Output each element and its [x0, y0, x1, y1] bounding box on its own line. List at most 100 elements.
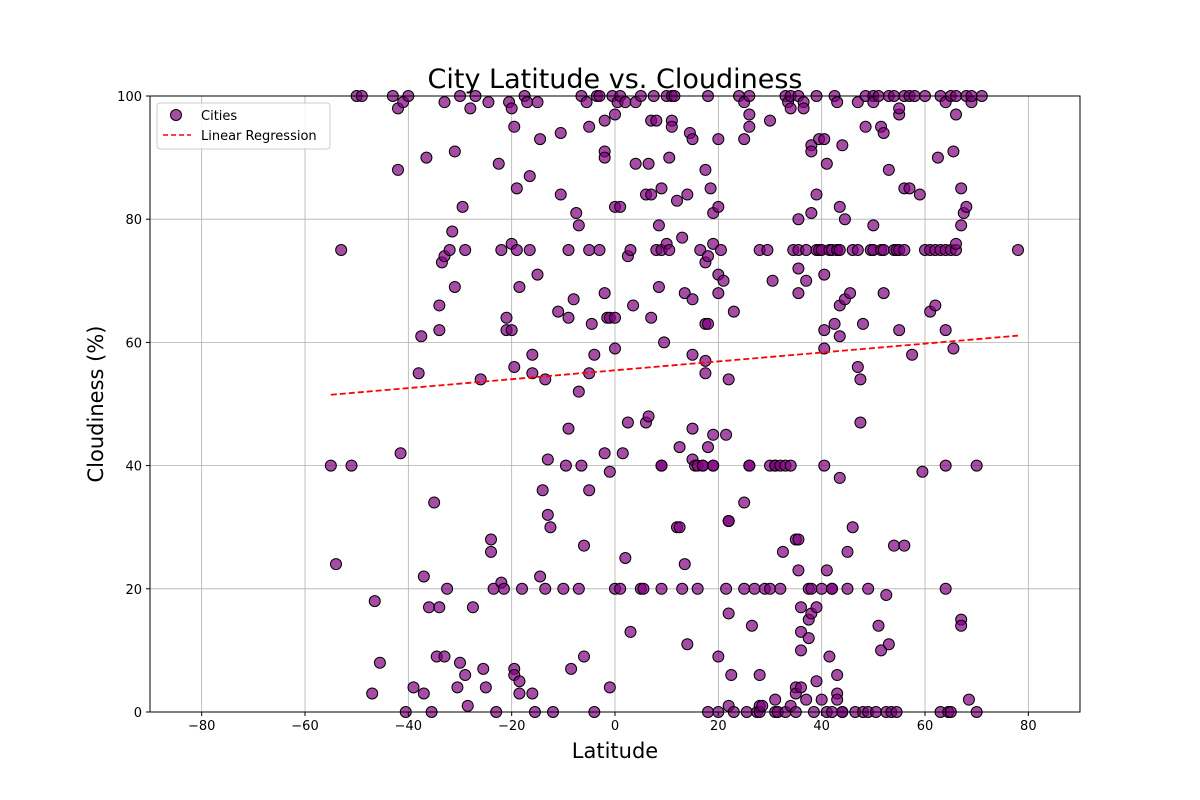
data-point	[743, 120, 756, 133]
data-point	[616, 447, 629, 460]
data-point	[712, 200, 725, 213]
data-point	[521, 96, 534, 109]
data-point	[691, 582, 704, 595]
regression-line	[330, 334, 1019, 396]
data-point	[851, 96, 864, 109]
data-point	[712, 133, 725, 146]
data-point	[833, 200, 846, 213]
y-tick-label: 20	[125, 583, 142, 598]
data-point	[441, 582, 454, 595]
data-point	[838, 213, 851, 226]
data-point	[776, 545, 789, 558]
data-point	[505, 324, 518, 337]
data-point	[621, 416, 634, 429]
data-point	[893, 102, 906, 115]
data-point	[645, 188, 658, 201]
data-point	[725, 669, 738, 682]
data-point	[482, 96, 495, 109]
data-point	[593, 244, 606, 256]
data-point	[939, 324, 952, 337]
data-point	[810, 188, 823, 201]
data-point	[702, 250, 714, 263]
data-point	[903, 182, 916, 195]
data-point	[516, 582, 528, 595]
data-point	[583, 120, 596, 133]
data-point	[784, 102, 797, 115]
data-point	[479, 681, 492, 694]
data-point	[609, 311, 621, 324]
data-point	[818, 324, 831, 337]
data-point	[862, 582, 875, 595]
data-point	[877, 244, 890, 256]
data-point	[578, 539, 590, 552]
data-point	[784, 459, 797, 472]
data-point	[699, 354, 712, 367]
data-point	[877, 126, 890, 139]
data-point	[950, 108, 962, 121]
data-point	[448, 145, 461, 158]
data-point	[699, 367, 712, 380]
data-point	[523, 170, 536, 183]
data-point	[810, 601, 823, 614]
data-point	[423, 601, 435, 614]
data-point	[433, 601, 446, 614]
data-point	[712, 650, 725, 663]
legend-label-regression: Linear Regression	[201, 129, 317, 144]
data-point	[916, 465, 929, 478]
data-point	[572, 219, 585, 232]
data-point	[477, 662, 490, 675]
data-point	[795, 601, 807, 614]
x-tick-label: −40	[395, 719, 422, 734]
data-point	[531, 268, 544, 281]
data-point	[913, 188, 926, 201]
data-point	[792, 262, 805, 275]
data-point	[859, 120, 872, 133]
data-point	[645, 311, 658, 324]
data-point	[412, 367, 425, 380]
data-point	[854, 416, 867, 429]
data-point	[583, 244, 596, 256]
data-point	[738, 582, 751, 595]
data-point	[753, 669, 766, 682]
x-tick-label: −60	[291, 719, 318, 734]
axis-ticks: −80 −60 −40 −20 0 20 40 60 80 0 20 40 60 80 100	[117, 90, 1036, 734]
data-point	[420, 151, 433, 164]
data-point	[888, 539, 900, 552]
legend: Cities Linear Regression	[156, 102, 331, 150]
data-point	[671, 194, 683, 207]
data-point	[960, 200, 973, 213]
data-point	[541, 453, 554, 466]
data-point	[580, 96, 593, 109]
data-point	[676, 582, 689, 595]
data-point	[805, 207, 818, 220]
data-point	[702, 317, 714, 330]
data-point	[557, 582, 570, 595]
data-point	[565, 662, 578, 675]
data-point	[526, 348, 539, 361]
data-point	[792, 533, 805, 546]
data-point	[748, 582, 761, 595]
data-point	[508, 361, 521, 374]
data-point	[637, 582, 650, 595]
data-point	[844, 287, 857, 300]
data-point	[681, 188, 694, 201]
y-tick-label: 60	[125, 336, 142, 351]
data-point	[415, 330, 428, 343]
data-point	[655, 182, 668, 195]
data-point	[614, 582, 627, 595]
data-point	[802, 632, 815, 645]
data-point	[642, 157, 655, 170]
x-tick-label: 60	[917, 719, 934, 734]
data-point	[702, 441, 714, 454]
data-point	[955, 182, 968, 195]
data-point	[624, 625, 637, 638]
data-point	[459, 669, 472, 682]
data-point	[875, 644, 888, 657]
data-point	[673, 521, 686, 534]
data-point	[882, 163, 895, 176]
data-point	[624, 244, 637, 256]
data-point	[433, 324, 446, 337]
data-point	[454, 656, 466, 669]
data-point	[652, 280, 665, 293]
data-point	[554, 188, 567, 201]
